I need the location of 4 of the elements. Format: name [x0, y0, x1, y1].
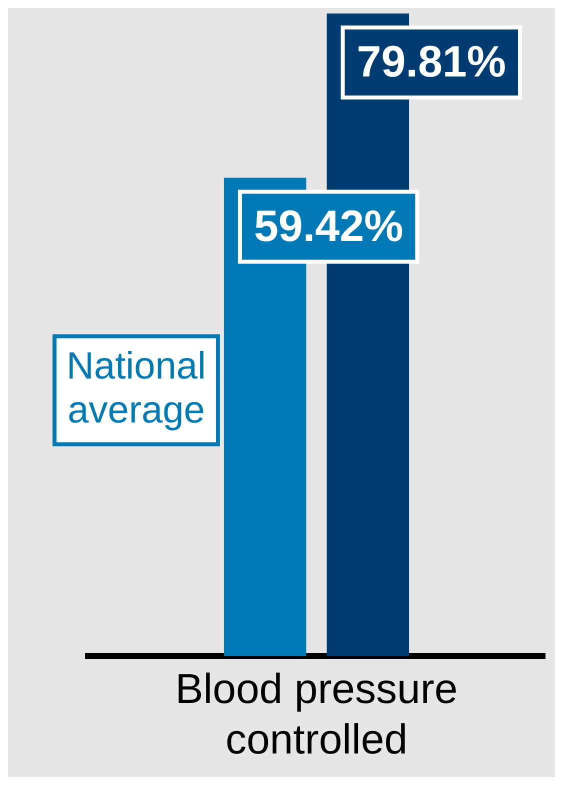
data-label: 59.42% [254, 202, 404, 251]
data-label: 79.81% [356, 38, 506, 87]
series-label: National average [66, 346, 206, 432]
x-tick-label: Blood pressure controlled [175, 664, 458, 762]
